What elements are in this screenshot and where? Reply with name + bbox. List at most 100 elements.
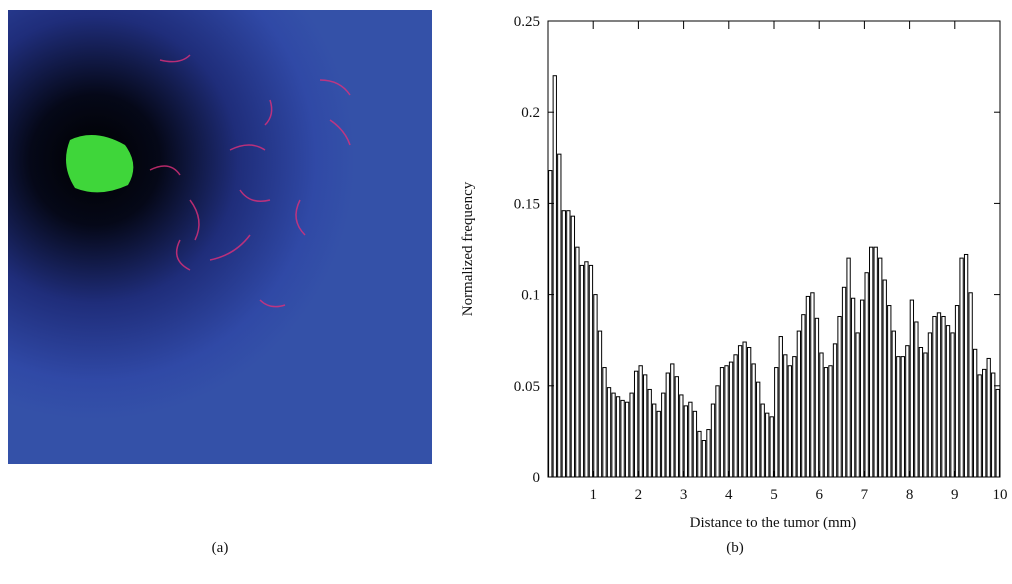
bar — [869, 246, 874, 478]
bar — [778, 336, 783, 478]
bar — [805, 295, 811, 478]
bar — [819, 352, 824, 478]
bar — [864, 272, 869, 478]
bar — [769, 416, 774, 478]
bar — [733, 354, 738, 478]
bar — [624, 401, 630, 478]
bar — [719, 367, 725, 478]
bar — [584, 261, 589, 478]
bar — [597, 330, 603, 478]
x-tick-label: 7 — [861, 487, 869, 503]
bar — [918, 346, 924, 478]
bar — [954, 305, 960, 478]
bar — [995, 388, 1000, 478]
bar — [701, 440, 707, 478]
bar — [991, 372, 996, 478]
bar — [715, 385, 720, 478]
bar — [643, 374, 648, 478]
bar — [688, 401, 693, 478]
bar — [927, 332, 933, 478]
bar — [986, 357, 991, 478]
bar — [602, 367, 607, 478]
bar — [887, 305, 892, 478]
bar — [783, 354, 788, 478]
bar — [909, 299, 915, 478]
bar — [692, 410, 698, 478]
micrograph — [8, 10, 432, 464]
bar — [891, 330, 896, 478]
bar — [850, 297, 856, 478]
x-axis-label: Distance to the tumor (mm) — [690, 515, 857, 531]
y-tick-label: 0.2 — [521, 105, 540, 121]
bar — [674, 376, 679, 478]
y-tick-label: 0.15 — [514, 196, 540, 212]
y-tick-label: 0.1 — [521, 288, 540, 304]
bar — [566, 210, 571, 478]
bar — [932, 315, 937, 478]
bar — [828, 365, 833, 478]
bar — [846, 257, 851, 478]
bar — [841, 286, 847, 478]
bar — [751, 363, 756, 478]
bar — [652, 403, 657, 478]
bar — [606, 387, 612, 478]
y-tick-label: 0.05 — [514, 379, 540, 395]
bar — [647, 388, 652, 478]
bar — [760, 403, 765, 478]
x-tick-label: 1 — [589, 487, 597, 503]
bar — [855, 332, 860, 478]
bar — [900, 356, 905, 478]
bar — [661, 392, 666, 478]
bar — [588, 264, 594, 478]
bar — [756, 381, 761, 478]
bar — [724, 365, 729, 478]
x-tick-label: 9 — [951, 487, 959, 503]
bar — [670, 363, 675, 478]
bar — [810, 292, 815, 478]
vessels — [149, 54, 351, 308]
bar — [570, 215, 576, 478]
bar — [575, 246, 580, 478]
bar — [629, 392, 634, 478]
bar — [552, 75, 557, 478]
y-tick-label: 0.25 — [514, 14, 540, 30]
bar — [787, 365, 792, 478]
bar — [620, 399, 625, 478]
panel-label: (b) — [726, 540, 744, 556]
bar — [832, 343, 838, 478]
bar — [882, 279, 887, 478]
x-tick-label: 3 — [680, 487, 688, 503]
bar — [557, 153, 562, 478]
bar — [982, 368, 987, 478]
bar — [796, 330, 802, 478]
bar — [746, 346, 752, 478]
bar — [765, 412, 770, 478]
bar — [950, 332, 955, 478]
bar — [945, 325, 951, 478]
bar — [959, 257, 964, 478]
x-tick-label: 6 — [815, 487, 823, 503]
bar — [878, 257, 883, 478]
x-tick-label: 8 — [906, 487, 914, 503]
panel-label: (a) — [212, 540, 229, 556]
bar — [972, 348, 978, 478]
bar — [814, 317, 820, 478]
bar — [963, 253, 969, 478]
bar — [548, 170, 553, 478]
image-halo — [8, 10, 432, 464]
bar — [968, 292, 973, 478]
tumor — [66, 135, 134, 193]
bar — [737, 345, 743, 478]
y-axis-label: Normalized frequency — [460, 181, 476, 316]
bar — [941, 315, 946, 478]
bar — [656, 410, 661, 478]
bar — [593, 294, 598, 478]
bar — [728, 361, 734, 478]
bar — [774, 367, 779, 478]
bar — [679, 394, 684, 478]
bar — [905, 345, 910, 478]
bar — [837, 315, 842, 478]
bar — [896, 356, 901, 478]
bar — [801, 314, 806, 478]
